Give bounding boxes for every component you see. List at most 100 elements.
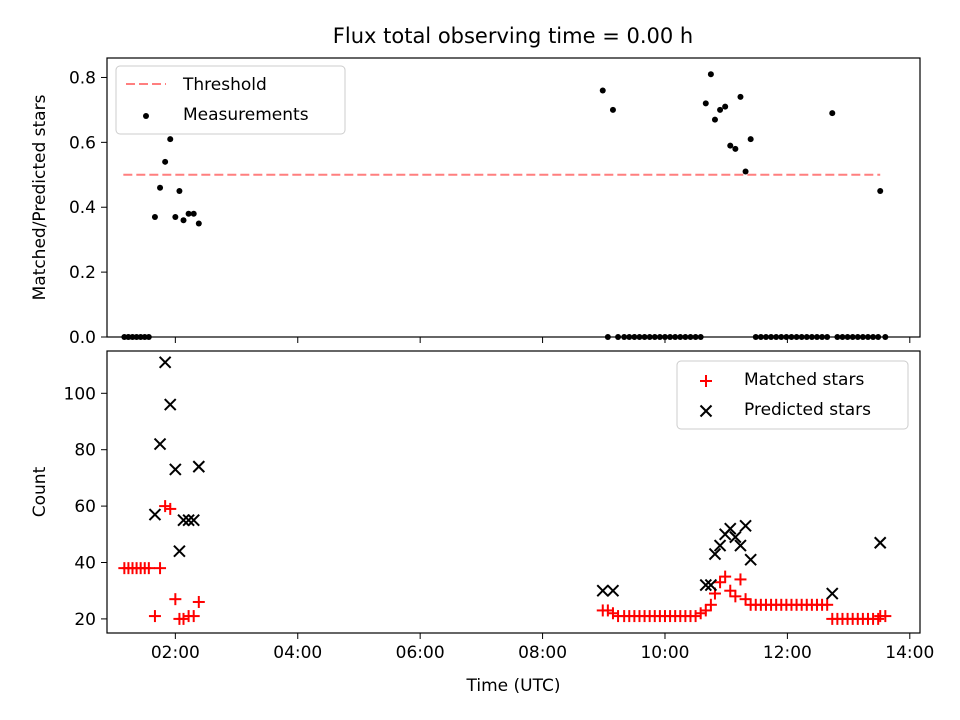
predicted-stars-point bbox=[739, 519, 752, 533]
legend-top: Threshold Measurements bbox=[115, 65, 346, 135]
measurement-point bbox=[773, 334, 780, 340]
measurement-point bbox=[844, 334, 851, 340]
predicted-stars-point bbox=[708, 547, 722, 561]
x-tick-label: 12:00 bbox=[763, 643, 812, 663]
measurement-point bbox=[157, 184, 164, 191]
predicted-stars-point bbox=[158, 356, 172, 369]
top-panel: 0.0 0.2 0.4 0.6 0.8 Matched/Predicted stars Th… bbox=[30, 57, 921, 348]
predicted-stars-point bbox=[173, 545, 186, 558]
matched-stars-point bbox=[187, 610, 200, 623]
measurement-point bbox=[717, 106, 724, 113]
matched-stars-point bbox=[154, 562, 167, 575]
measurement-point bbox=[651, 334, 658, 340]
predicted-stars-point bbox=[192, 460, 206, 473]
y-tick-label: 0.6 bbox=[69, 133, 96, 153]
measurement-point bbox=[176, 188, 183, 195]
measurement-point bbox=[742, 168, 749, 175]
legend-threshold-label: Threshold bbox=[182, 75, 267, 95]
matched-stars-point bbox=[177, 612, 190, 625]
measurement-point bbox=[711, 116, 718, 123]
measurement-point bbox=[195, 220, 202, 227]
matched-stars-point bbox=[601, 604, 614, 617]
matched-stars-point bbox=[879, 610, 892, 623]
measurement-point bbox=[757, 334, 764, 340]
x-tick-label: 08:00 bbox=[518, 643, 567, 663]
predicted-stars-point bbox=[734, 539, 747, 552]
legend-measurements-label: Measurements bbox=[183, 105, 309, 125]
y-tick-label: 60 bbox=[74, 497, 96, 517]
measurement-point bbox=[162, 158, 169, 165]
x-tick-label: 10:00 bbox=[640, 643, 689, 663]
measurement-point bbox=[599, 87, 606, 94]
predicted-stars-point bbox=[704, 578, 718, 592]
predicted-stars-point bbox=[153, 437, 167, 451]
measurement-point bbox=[813, 334, 820, 340]
measurement-point bbox=[151, 213, 158, 220]
measurement-point bbox=[882, 334, 889, 340]
measurement-point bbox=[615, 334, 622, 340]
measurement-point bbox=[687, 334, 694, 340]
measurement-point bbox=[768, 334, 775, 340]
measurement-point bbox=[646, 334, 653, 340]
x-axis-label: Time (UTC) bbox=[466, 676, 561, 696]
x-tick-label: 04:00 bbox=[273, 643, 322, 663]
matched-stars-point bbox=[714, 576, 727, 589]
measurement-point bbox=[783, 334, 790, 340]
matched-stars-point bbox=[734, 573, 747, 586]
matched-stars-point bbox=[142, 562, 155, 575]
predicted-stars-point bbox=[177, 513, 190, 527]
measurement-point bbox=[798, 334, 805, 340]
measurement-point bbox=[859, 334, 866, 340]
predicted-stars-point bbox=[874, 536, 887, 549]
measurement-point bbox=[641, 334, 648, 340]
measurement-point bbox=[626, 334, 633, 340]
measurement-point bbox=[621, 334, 628, 340]
measurement-point bbox=[875, 334, 882, 340]
measurement-point bbox=[864, 334, 871, 340]
x-tick-label: 06:00 bbox=[396, 643, 445, 663]
measurement-point bbox=[604, 334, 611, 340]
matched-stars-point bbox=[694, 607, 707, 620]
predicted-stars-point bbox=[826, 587, 839, 600]
matched-stars-point bbox=[159, 500, 172, 513]
measurement-point bbox=[609, 106, 616, 113]
predicted-stars-point bbox=[729, 530, 742, 544]
measurement-point bbox=[145, 334, 152, 340]
measurement-point bbox=[667, 334, 674, 340]
matched-stars-point bbox=[719, 570, 732, 583]
measurement-point bbox=[834, 334, 841, 340]
matched-stars-point bbox=[699, 604, 712, 617]
measurement-point bbox=[167, 136, 174, 143]
predicted-stars-point bbox=[724, 522, 737, 535]
bottom-panel: 20 40 60 80 100 02:00 04:00 06:00 08:00 10:00 12:0… bbox=[30, 350, 934, 696]
predicted-stars-point bbox=[596, 584, 609, 597]
legend-bottom: Matched stars Predicted stars bbox=[676, 360, 909, 430]
measurement-point bbox=[824, 334, 831, 340]
matched-stars-point bbox=[169, 593, 182, 606]
measurement-point bbox=[707, 71, 714, 78]
y-tick-label: 80 bbox=[74, 441, 96, 461]
measurement-point bbox=[829, 110, 836, 117]
predicted-stars-point bbox=[182, 513, 195, 527]
y-tick-label: 100 bbox=[64, 384, 96, 404]
matched-stars-point bbox=[704, 598, 717, 611]
matched-stars-point bbox=[724, 584, 737, 597]
matched-stars-point bbox=[148, 610, 161, 623]
measurement-point bbox=[747, 136, 754, 143]
predicted-stars-point bbox=[187, 513, 200, 527]
matched-stars-point bbox=[739, 593, 752, 606]
measurement-point bbox=[702, 100, 709, 107]
legend-measurements-swatch bbox=[143, 113, 149, 119]
measurement-point bbox=[677, 334, 684, 340]
measurement-point bbox=[808, 334, 815, 340]
x-tick-label: 02:00 bbox=[151, 643, 200, 663]
y-tick-label: 0.0 bbox=[69, 328, 96, 348]
measurement-point bbox=[737, 93, 744, 100]
matched-stars-point bbox=[872, 612, 885, 625]
y-tick-label: 0.4 bbox=[69, 198, 96, 218]
measurement-point bbox=[722, 103, 729, 110]
measurement-point bbox=[656, 334, 663, 340]
legend-matched-label: Matched stars bbox=[744, 370, 864, 390]
measurement-point bbox=[172, 213, 179, 220]
measurement-point bbox=[180, 217, 187, 224]
